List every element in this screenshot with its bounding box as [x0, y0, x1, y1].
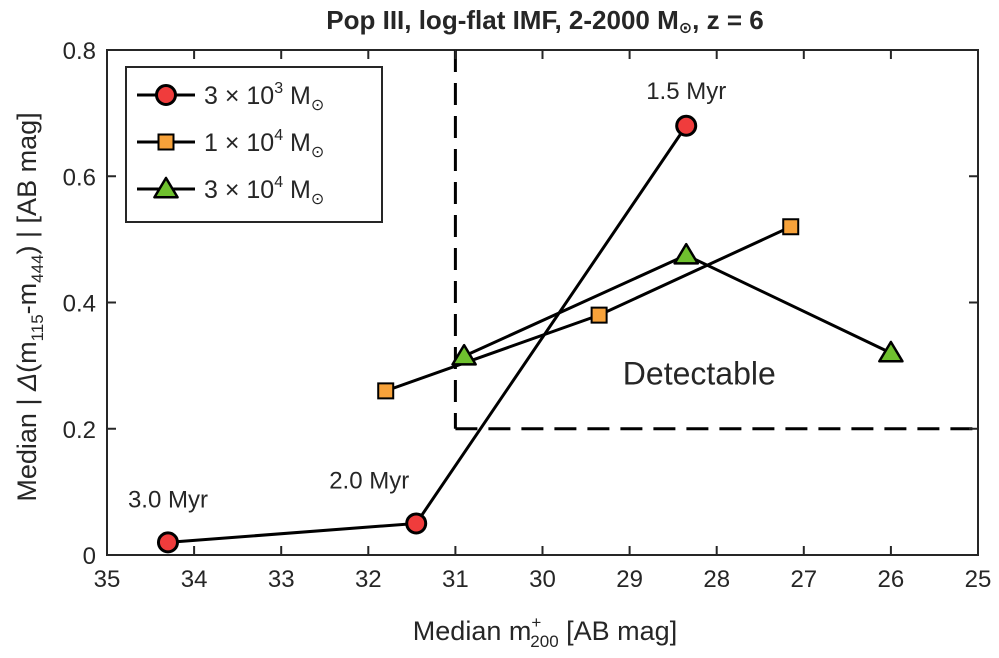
y-tick-label: 0.4	[63, 291, 96, 318]
x-tick-label: 31	[442, 566, 469, 593]
y-tick-label: 0.2	[63, 417, 96, 444]
legend-marker-3e4	[153, 176, 179, 199]
data-point-1e4	[782, 218, 800, 236]
x-tick-label: 32	[355, 566, 382, 593]
chart-title: Pop III, log-flat IMF, 2-2000 M⊙, z = 6	[326, 5, 763, 37]
y-tick-label: 0.6	[63, 164, 96, 191]
legend-label-1e4: 1 × 104 M⊙	[204, 127, 324, 161]
x-tick-label: 35	[94, 566, 121, 593]
x-tick-label: 30	[529, 566, 556, 593]
annotation-label: Detectable	[623, 356, 776, 392]
legend: 3 × 103 M⊙ 1 × 104 M⊙ 3 × 104 M⊙	[125, 66, 383, 223]
data-point-3e4	[451, 343, 477, 366]
legend-label-3e4: 3 × 104 M⊙	[204, 174, 324, 208]
data-point-1e4	[377, 382, 395, 400]
x-tick-label: 27	[790, 566, 817, 593]
series-markers	[156, 114, 904, 554]
x-tick-label: 29	[616, 566, 643, 593]
x-tick-label: 33	[268, 566, 295, 593]
x-axis-label: Median m+ 200 [AB mag]	[413, 613, 677, 651]
x-tick-label: 26	[878, 566, 905, 593]
data-point-3e4	[673, 242, 700, 265]
x-tick-label: 28	[703, 566, 730, 593]
axis-ticks: 35 34 33 32 31 30 29 28 27 26 25 0 0.2 0.4 0.6 0.8	[63, 38, 992, 593]
data-point-3e3	[675, 114, 698, 137]
annotation-label: 2.0 Myr	[329, 467, 409, 494]
x-tick-label: 34	[181, 566, 208, 593]
legend-marker-1e4	[157, 133, 175, 151]
data-point-3e4	[878, 340, 904, 363]
annotations: 1.5 Myr 2.0 Myr 3.0 Myr Detectable	[128, 78, 776, 514]
legend-label-3e3: 3 × 103 M⊙	[204, 80, 324, 114]
data-point-3e3	[156, 531, 179, 554]
data-point-1e4	[590, 306, 608, 324]
legend-marker-3e3	[155, 84, 177, 106]
y-tick-label: 0	[83, 543, 96, 570]
y-tick-label: 0.8	[63, 38, 96, 65]
data-point-3e3	[405, 512, 428, 535]
annotation-label: 1.5 Myr	[646, 78, 726, 105]
annotation-label: 3.0 Myr	[128, 486, 208, 513]
x-tick-label: 25	[965, 566, 992, 593]
y-axis-label: Median | Δ(m115-m444) | [AB mag]	[12, 112, 47, 501]
